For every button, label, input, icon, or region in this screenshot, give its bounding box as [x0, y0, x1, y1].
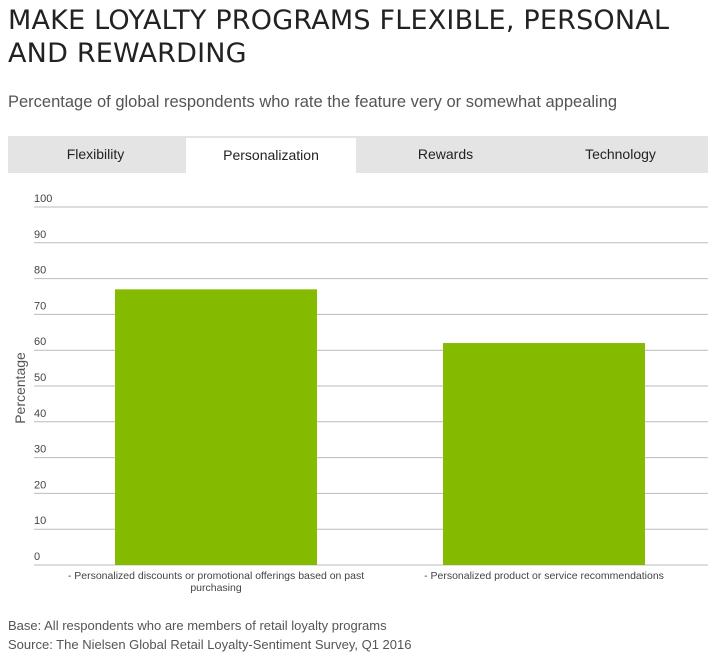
tab-technology[interactable]: Technology — [585, 146, 656, 162]
footnote-base: Base: All respondents who are members of… — [8, 618, 387, 633]
y-axis-title: Percentage — [12, 352, 28, 424]
y-tick-label: 10 — [34, 515, 46, 527]
y-tick-label: 20 — [34, 479, 46, 491]
y-tick-label: 100 — [34, 193, 52, 205]
footnote-source: Source: The Nielsen Global Retail Loyalt… — [8, 637, 412, 652]
y-tick-label: 40 — [34, 408, 46, 420]
bar — [115, 289, 317, 565]
y-tick-label: 60 — [34, 336, 46, 348]
y-tick-label: 90 — [34, 229, 46, 241]
tab-bar: Flexibility Personalization Rewards Tech… — [8, 136, 708, 173]
y-tick-label: 30 — [34, 444, 46, 456]
y-tick-label: 50 — [34, 372, 46, 384]
x-tick-label: - Personalized product or service recomm… — [424, 570, 664, 582]
y-tick-label: 80 — [34, 265, 46, 277]
page-subtitle: Percentage of global respondents who rat… — [8, 93, 618, 111]
x-tick-label: - Personalized discounts or promotional … — [68, 570, 364, 594]
page-title: MAKE LOYALTY PROGRAMS FLEXIBLE, PERSONAL… — [8, 5, 670, 69]
tab-personalization[interactable]: Personalization — [186, 138, 356, 173]
y-tick-label: 0 — [34, 551, 40, 563]
y-tick-label: 70 — [34, 300, 46, 312]
bar — [443, 343, 645, 565]
bar-chart: 0 10 20 30 40 50 60 70 80 90 100 Percentage - Person… — [12, 193, 708, 594]
tab-rewards[interactable]: Rewards — [417, 146, 474, 162]
tab-flexibility[interactable]: Flexibility — [66, 146, 125, 162]
